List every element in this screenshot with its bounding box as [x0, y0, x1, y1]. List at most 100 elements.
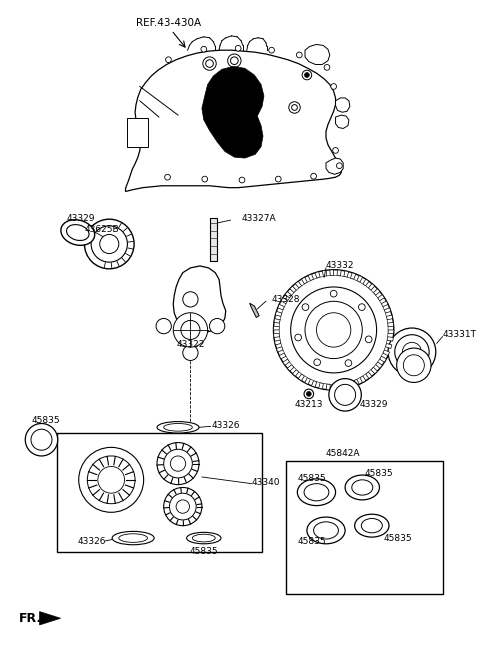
Polygon shape [274, 319, 280, 323]
Polygon shape [357, 275, 362, 283]
Polygon shape [386, 315, 393, 320]
Polygon shape [375, 362, 382, 369]
Ellipse shape [164, 424, 192, 431]
Ellipse shape [304, 484, 329, 501]
Circle shape [331, 83, 336, 89]
Circle shape [173, 313, 208, 347]
Polygon shape [380, 356, 386, 362]
Circle shape [91, 226, 127, 262]
Polygon shape [373, 289, 380, 295]
Polygon shape [319, 382, 324, 389]
Text: 43332: 43332 [326, 261, 355, 271]
Polygon shape [173, 266, 226, 332]
Text: 45835: 45835 [384, 533, 412, 543]
Circle shape [314, 359, 321, 365]
Polygon shape [250, 303, 259, 317]
Circle shape [305, 302, 362, 359]
Circle shape [169, 493, 196, 520]
Circle shape [239, 177, 245, 183]
Circle shape [396, 348, 431, 382]
Circle shape [306, 392, 311, 396]
Polygon shape [363, 279, 369, 286]
Circle shape [164, 449, 192, 478]
Polygon shape [337, 270, 341, 276]
Polygon shape [381, 301, 388, 307]
Ellipse shape [61, 219, 95, 245]
Ellipse shape [298, 479, 336, 506]
Text: 43326: 43326 [78, 537, 106, 547]
Text: 43329: 43329 [360, 400, 388, 409]
Circle shape [304, 389, 313, 399]
Circle shape [324, 64, 330, 70]
Circle shape [316, 313, 351, 347]
Ellipse shape [112, 532, 154, 545]
Text: 43340: 43340 [252, 478, 280, 487]
Polygon shape [344, 271, 348, 277]
Polygon shape [281, 298, 288, 304]
Circle shape [345, 360, 352, 367]
Circle shape [274, 270, 394, 390]
Polygon shape [278, 304, 285, 310]
Polygon shape [275, 340, 281, 345]
Polygon shape [378, 294, 384, 301]
Text: 45835: 45835 [190, 547, 218, 556]
Text: FR.: FR. [19, 612, 42, 625]
Polygon shape [326, 158, 343, 174]
Polygon shape [288, 365, 294, 371]
Polygon shape [388, 330, 394, 334]
Circle shape [269, 47, 275, 53]
Bar [57, 433, 262, 553]
Circle shape [176, 500, 190, 513]
Polygon shape [371, 367, 377, 374]
Polygon shape [384, 307, 391, 313]
Circle shape [98, 466, 124, 493]
Circle shape [181, 321, 200, 340]
Ellipse shape [192, 534, 215, 542]
Polygon shape [305, 378, 311, 384]
Circle shape [100, 235, 119, 254]
Circle shape [302, 70, 312, 79]
Circle shape [403, 355, 424, 376]
Circle shape [164, 487, 202, 526]
Ellipse shape [361, 518, 383, 533]
Polygon shape [285, 292, 292, 298]
Text: 43328: 43328 [272, 295, 300, 304]
Circle shape [166, 57, 171, 62]
Ellipse shape [313, 522, 338, 539]
Polygon shape [347, 382, 352, 388]
Circle shape [156, 319, 171, 334]
Circle shape [388, 328, 436, 376]
Polygon shape [276, 347, 283, 352]
Circle shape [359, 304, 365, 311]
Text: 43625B: 43625B [84, 225, 119, 234]
Text: 45835: 45835 [298, 474, 326, 484]
Text: 43213: 43213 [295, 400, 323, 409]
Circle shape [228, 54, 241, 68]
Bar [210, 218, 217, 261]
Circle shape [170, 456, 186, 471]
Circle shape [79, 447, 144, 512]
Polygon shape [334, 384, 337, 390]
Text: 45835: 45835 [32, 416, 60, 425]
Circle shape [203, 57, 216, 70]
Circle shape [295, 334, 301, 341]
Circle shape [335, 384, 356, 405]
Circle shape [402, 342, 421, 361]
Circle shape [291, 287, 377, 373]
Polygon shape [292, 370, 299, 376]
Text: 45842A: 45842A [326, 449, 360, 457]
Polygon shape [336, 98, 350, 112]
Bar [286, 461, 444, 595]
Circle shape [183, 292, 198, 307]
Ellipse shape [307, 517, 345, 544]
Polygon shape [350, 273, 356, 279]
Circle shape [165, 174, 170, 180]
Circle shape [304, 73, 309, 78]
Circle shape [302, 304, 309, 311]
Text: 43322: 43322 [176, 340, 204, 349]
Polygon shape [295, 281, 301, 288]
Polygon shape [383, 350, 390, 355]
Circle shape [330, 290, 337, 297]
Polygon shape [39, 612, 60, 625]
Circle shape [210, 319, 225, 334]
